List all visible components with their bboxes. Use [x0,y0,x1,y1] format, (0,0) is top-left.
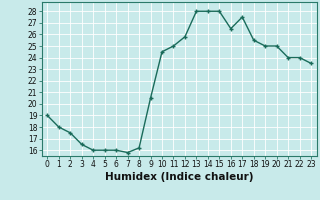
X-axis label: Humidex (Indice chaleur): Humidex (Indice chaleur) [105,172,253,182]
